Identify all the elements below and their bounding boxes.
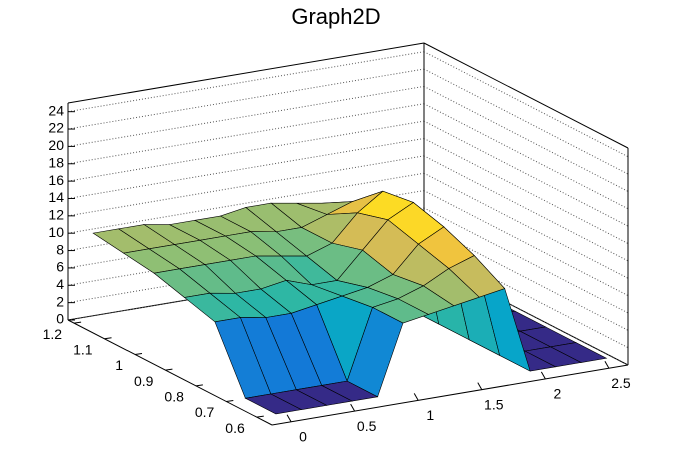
grid-line bbox=[423, 155, 629, 262]
box-edge bbox=[423, 42, 629, 149]
x-tick bbox=[413, 393, 419, 401]
y-tick-label: 1.1 bbox=[73, 342, 93, 358]
x-tick bbox=[350, 403, 356, 412]
z-tick-label: 6 bbox=[56, 259, 64, 275]
z-tick-label: 12 bbox=[48, 207, 64, 223]
z-tick-label: 22 bbox=[48, 120, 64, 136]
z-tick-label: 2 bbox=[56, 293, 64, 309]
x-tick bbox=[286, 414, 292, 423]
z-tick-label: 0 bbox=[56, 311, 64, 327]
z-tick-label: 8 bbox=[56, 241, 64, 257]
y-tick-label: 1 bbox=[115, 357, 123, 373]
y-tick bbox=[165, 368, 173, 371]
y-tick-label: 0.6 bbox=[225, 420, 245, 436]
x-tick-label: 2.5 bbox=[611, 375, 631, 391]
grid-line bbox=[423, 190, 629, 297]
grid-line bbox=[67, 51, 425, 113]
grid-line bbox=[67, 172, 425, 234]
grid-line bbox=[423, 51, 629, 158]
grid-line bbox=[67, 103, 425, 165]
grid-line bbox=[423, 172, 629, 279]
grid-line bbox=[423, 68, 629, 175]
x-tick-label: 1 bbox=[426, 407, 434, 423]
z-tick-label: 24 bbox=[48, 102, 64, 118]
y-tick-label: 0.7 bbox=[195, 404, 215, 420]
x-tick-label: 0.5 bbox=[357, 418, 377, 434]
y-tick bbox=[226, 399, 234, 402]
grid-line bbox=[423, 103, 629, 210]
x-tick-label: 0 bbox=[299, 428, 307, 444]
grid-line bbox=[423, 224, 629, 331]
z-tick-label: 14 bbox=[48, 189, 64, 205]
y-axis bbox=[67, 319, 273, 426]
grid-line bbox=[423, 259, 629, 366]
y-tick bbox=[134, 352, 143, 355]
x-tick bbox=[604, 360, 610, 369]
y-tick-label: 0.9 bbox=[134, 373, 154, 389]
grid-line bbox=[423, 85, 629, 192]
z-tick-label: 10 bbox=[48, 224, 64, 240]
z-tick-label: 4 bbox=[56, 276, 64, 292]
y-tick bbox=[256, 415, 264, 418]
grid-line bbox=[67, 68, 425, 130]
x-tick bbox=[477, 382, 483, 390]
x-axis bbox=[271, 364, 629, 426]
y-tick bbox=[104, 337, 112, 340]
y-tick bbox=[74, 321, 82, 324]
grid-line bbox=[423, 242, 629, 349]
grid-line bbox=[67, 137, 425, 199]
x-tick bbox=[540, 371, 546, 380]
grid-line bbox=[423, 120, 629, 227]
x-tick-label: 1.5 bbox=[484, 396, 504, 412]
box-edge bbox=[67, 42, 425, 104]
z-tick-label: 18 bbox=[48, 154, 64, 170]
grid-line bbox=[67, 120, 425, 182]
y-tick bbox=[195, 384, 203, 387]
z-tick-label: 16 bbox=[48, 172, 64, 188]
grid-line bbox=[423, 138, 629, 244]
grid-line bbox=[67, 85, 425, 147]
y-tick-label: 0.8 bbox=[164, 389, 184, 405]
grid-line bbox=[67, 155, 425, 217]
surface-cell bbox=[244, 393, 303, 415]
grid-line bbox=[423, 207, 629, 314]
chart-title: Graph2D bbox=[291, 4, 380, 29]
z-tick-label: 20 bbox=[48, 137, 64, 153]
y-tick-label: 1.2 bbox=[43, 326, 63, 342]
x-tick-label: 2 bbox=[553, 386, 561, 402]
